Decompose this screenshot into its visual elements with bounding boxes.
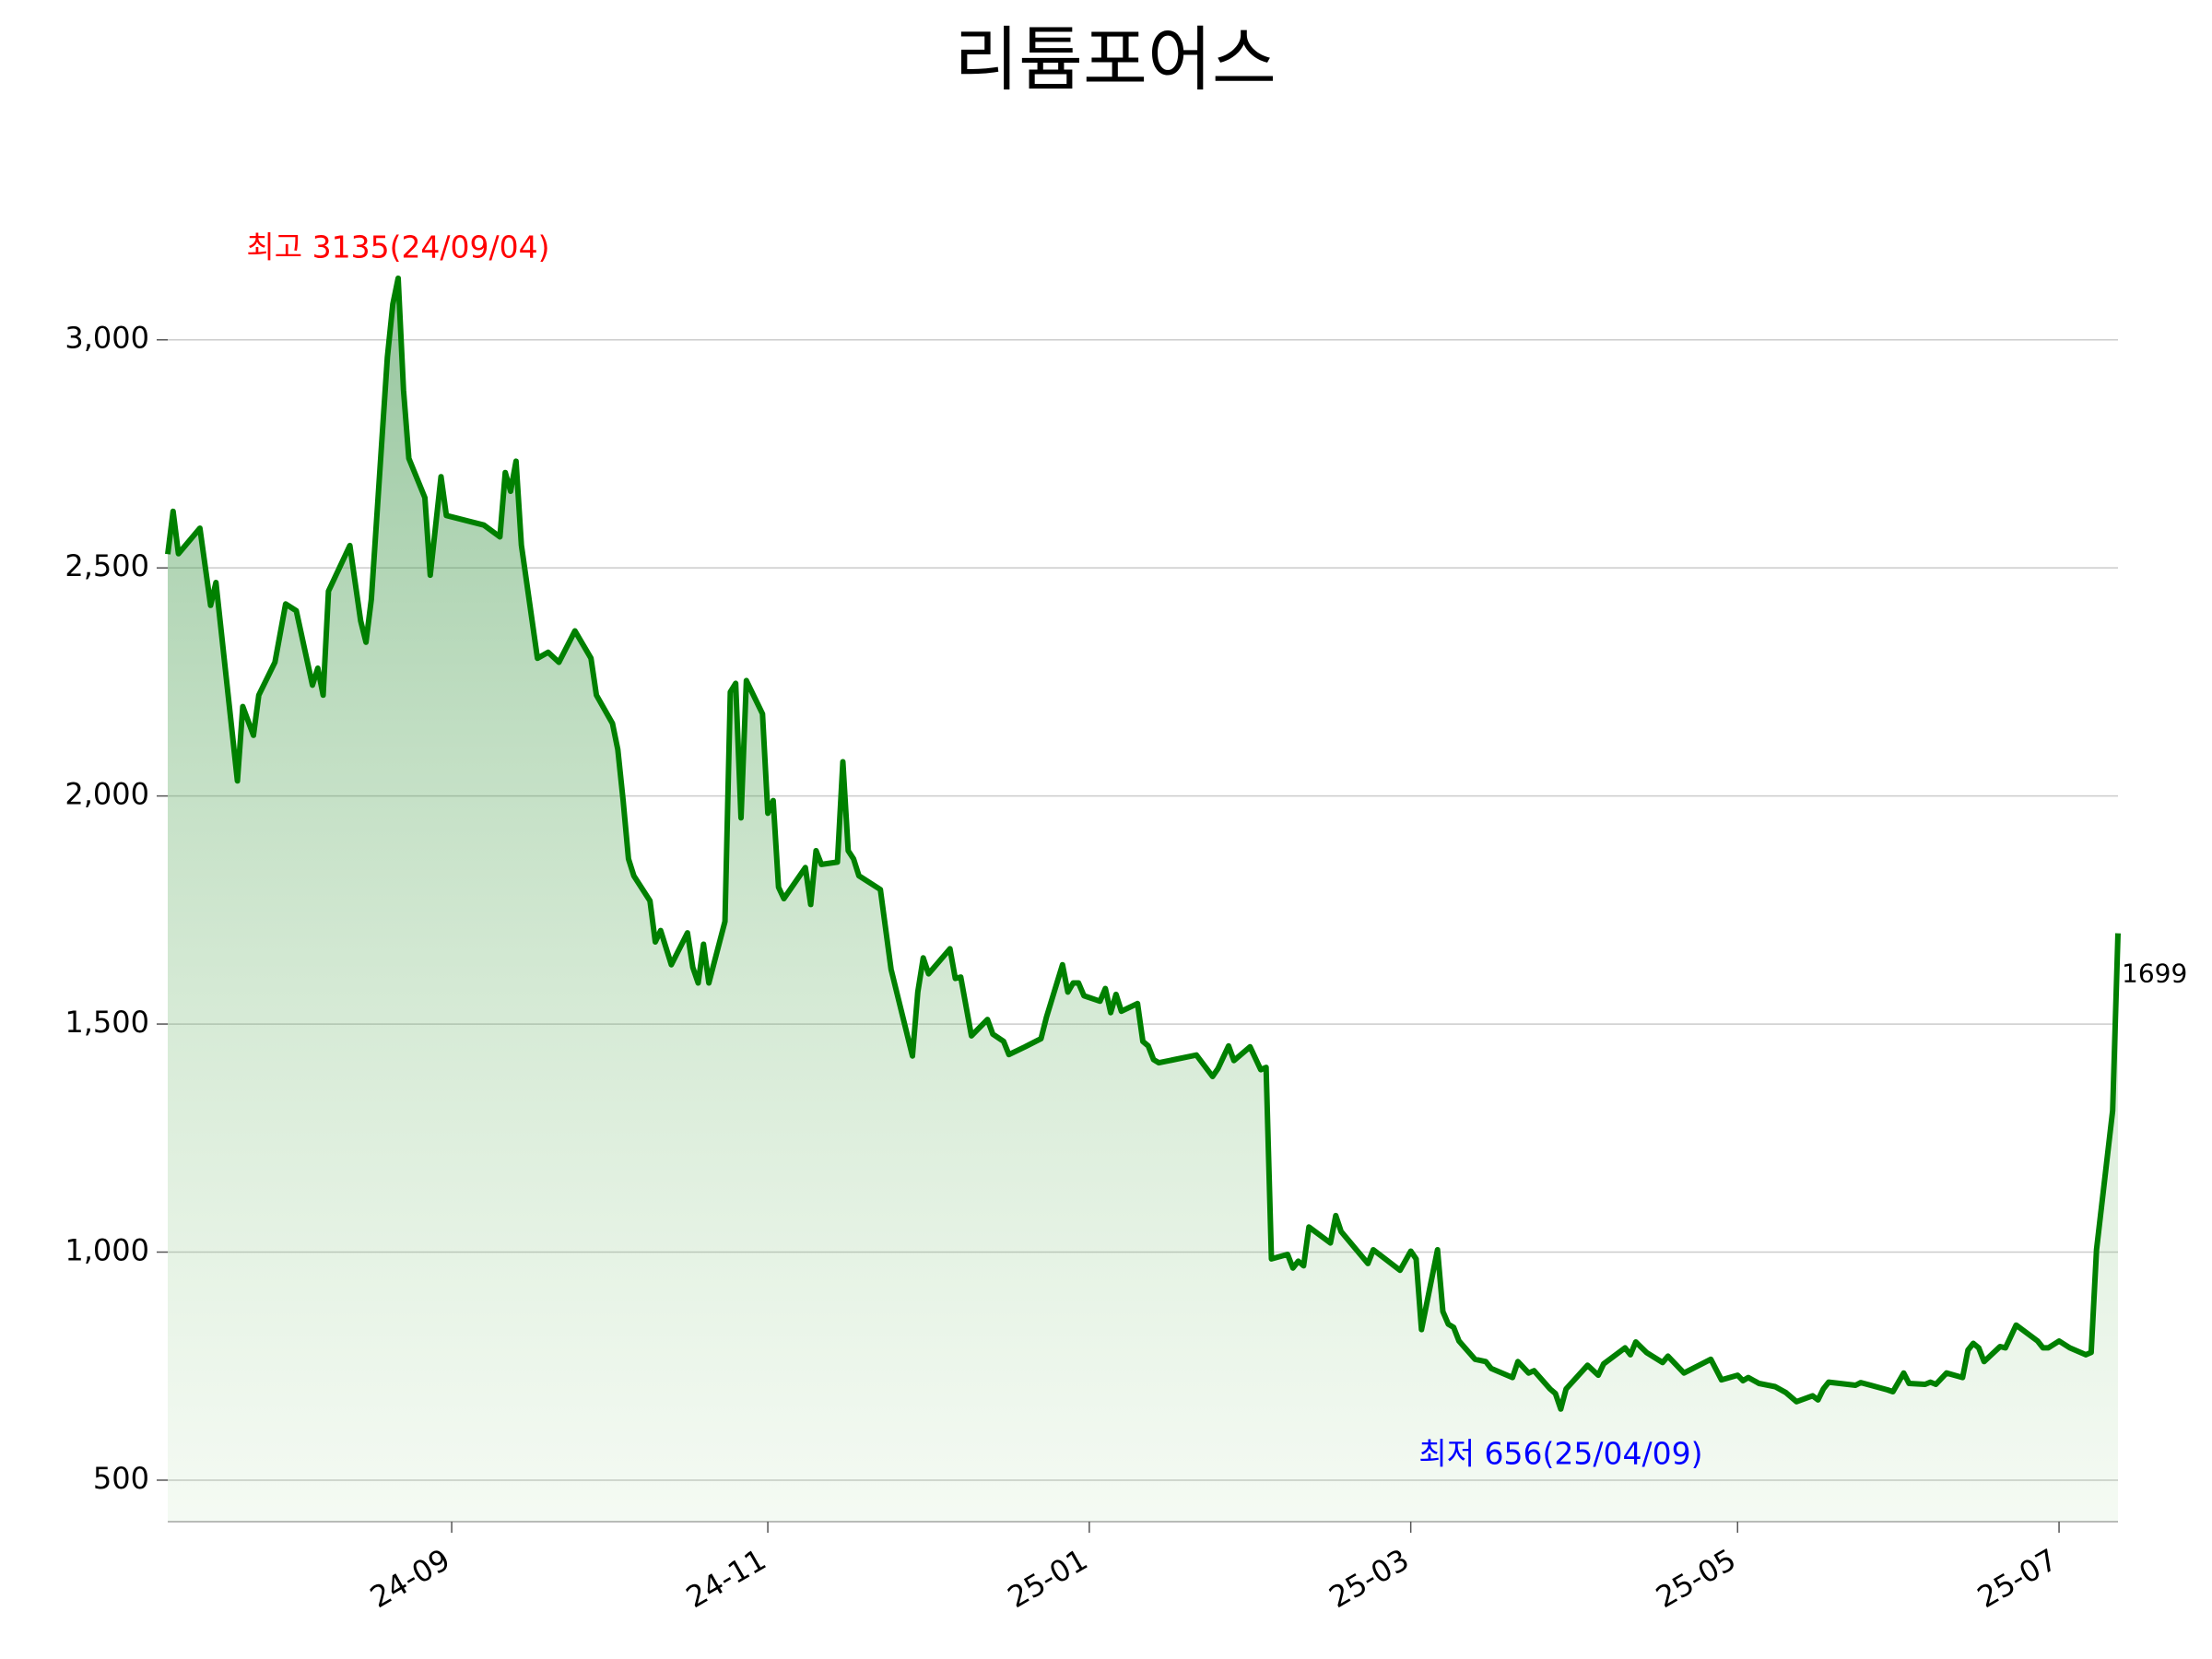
- x-tick-label: 25-03: [1324, 1542, 1416, 1615]
- annotation: 최고 3135(24/09/04): [246, 229, 549, 265]
- annotation: 최저 656(25/04/09): [1418, 1435, 1702, 1471]
- x-tick-label: 24-09: [364, 1542, 456, 1615]
- y-tick-label: 500: [93, 1461, 149, 1496]
- chart-title: 리튬포어스: [954, 18, 1277, 100]
- y-tick-label: 1,500: [65, 1005, 149, 1040]
- x-tick-label: 25-01: [1002, 1542, 1094, 1615]
- annotation: 1699: [2122, 959, 2187, 989]
- y-tick-label: 2,000: [65, 777, 149, 812]
- y-tick-label: 2,500: [65, 548, 149, 583]
- x-tick-label: 24-11: [680, 1542, 772, 1615]
- line: [165, 275, 2121, 1412]
- area: [168, 277, 2118, 1522]
- y-tick-label: 1,000: [65, 1233, 149, 1268]
- y-tick-label: 3,000: [65, 321, 149, 356]
- x-tick-label: 25-07: [1971, 1542, 2064, 1615]
- x-tick-label: 25-05: [1650, 1542, 1742, 1615]
